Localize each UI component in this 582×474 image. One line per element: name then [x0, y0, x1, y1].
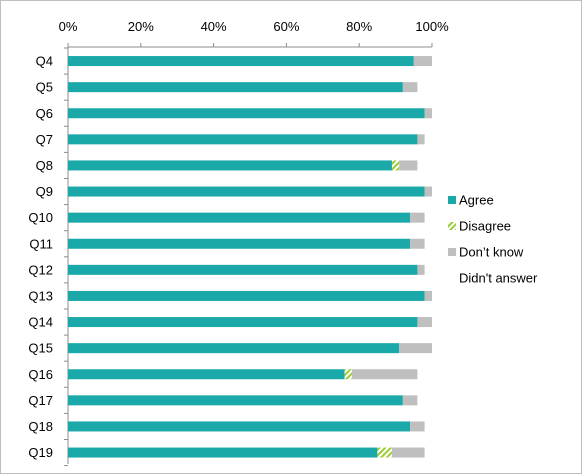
axis-layer: 0% 20% 40% 60% 80% 100% Q4 Q5 Q6 Q7 Q8 Q9 Q10 Q11 Q12 Q… [28, 19, 449, 467]
bar-agree-segment [68, 238, 411, 249]
bar-don-t-know-segment [351, 369, 418, 380]
bar-agree-segment [68, 108, 425, 119]
legend-swatch [448, 196, 456, 204]
bar-don-t-know-segment [410, 421, 425, 432]
bar-didn-t-answer-segment [424, 447, 432, 458]
category-label: Q17 [28, 393, 53, 408]
bar-disagree-segment [344, 369, 352, 380]
bar-don-t-know-segment [402, 395, 418, 406]
legend: Agree Disagree Don’t know Didn't answer [448, 193, 538, 286]
x-tick-label: 80% [346, 19, 372, 34]
category-label: Q16 [28, 367, 53, 382]
category-label: Q11 [29, 236, 53, 251]
bar-didn-t-answer-segment [417, 369, 432, 380]
x-tick-label: 20% [128, 19, 154, 34]
bar-agree-segment [68, 343, 400, 354]
bar-agree-segment [68, 395, 403, 406]
bar-didn-t-answer-segment [417, 160, 432, 171]
legend-label: Don’t know [459, 245, 524, 260]
bar-don-t-know-segment [417, 264, 425, 275]
bar-don-t-know-segment [417, 317, 432, 328]
x-tick-label: 100% [415, 19, 449, 34]
bar-don-t-know-segment [424, 290, 432, 301]
category-label: Q7 [36, 132, 53, 147]
category-label: Q13 [28, 288, 53, 303]
category-label: Q12 [28, 262, 53, 277]
category-label: Q19 [28, 445, 53, 460]
bar-agree-segment [68, 447, 378, 458]
bar-don-t-know-segment [391, 447, 425, 458]
bar-disagree-segment [391, 160, 400, 171]
bar-don-t-know-segment [399, 160, 418, 171]
x-tick-label: 0% [59, 19, 78, 34]
bars-layer [68, 56, 432, 458]
bar-don-t-know-segment [424, 108, 432, 119]
bar-don-t-know-segment [410, 212, 425, 223]
bar-agree-segment [68, 212, 411, 223]
legend-swatch [448, 248, 456, 256]
bar-don-t-know-segment [399, 343, 432, 354]
bar-agree-segment [68, 369, 345, 380]
legend-label: Didn't answer [459, 271, 538, 286]
legend-label: Disagree [459, 219, 511, 234]
x-tick-label: 40% [201, 19, 227, 34]
bar-don-t-know-segment [417, 134, 425, 145]
category-label: Q9 [36, 184, 53, 199]
bar-didn-t-answer-segment [424, 421, 432, 432]
category-label: Q6 [36, 106, 53, 121]
bar-don-t-know-segment [424, 186, 432, 197]
bar-agree-segment [68, 290, 425, 301]
bar-don-t-know-segment [413, 56, 432, 67]
bar-don-t-know-segment [402, 82, 418, 93]
x-tick-label: 60% [273, 19, 299, 34]
bar-didn-t-answer-segment [424, 264, 432, 275]
bar-agree-segment [68, 317, 418, 328]
category-label: Q8 [36, 158, 53, 173]
category-label: Q10 [28, 210, 53, 225]
bar-didn-t-answer-segment [424, 238, 432, 249]
category-label: Q5 [36, 80, 53, 95]
bar-agree-segment [68, 82, 403, 93]
bar-don-t-know-segment [410, 238, 425, 249]
bar-agree-segment [68, 421, 411, 432]
category-label: Q15 [28, 341, 53, 356]
legend-label: Agree [459, 193, 494, 208]
legend-swatch [448, 274, 456, 282]
category-label: Q4 [36, 54, 53, 69]
bar-didn-t-answer-segment [424, 134, 432, 145]
bar-agree-segment [68, 56, 414, 67]
bar-agree-segment [68, 134, 418, 145]
category-label: Q18 [28, 419, 53, 434]
bar-agree-segment [68, 264, 418, 275]
bar-agree-segment [68, 186, 425, 197]
category-label: Q14 [28, 315, 53, 330]
legend-swatch [448, 222, 456, 230]
bar-didn-t-answer-segment [417, 82, 432, 93]
bar-disagree-segment [377, 447, 392, 458]
bar-didn-t-answer-segment [417, 395, 432, 406]
bar-agree-segment [68, 160, 392, 171]
bar-didn-t-answer-segment [424, 212, 432, 223]
